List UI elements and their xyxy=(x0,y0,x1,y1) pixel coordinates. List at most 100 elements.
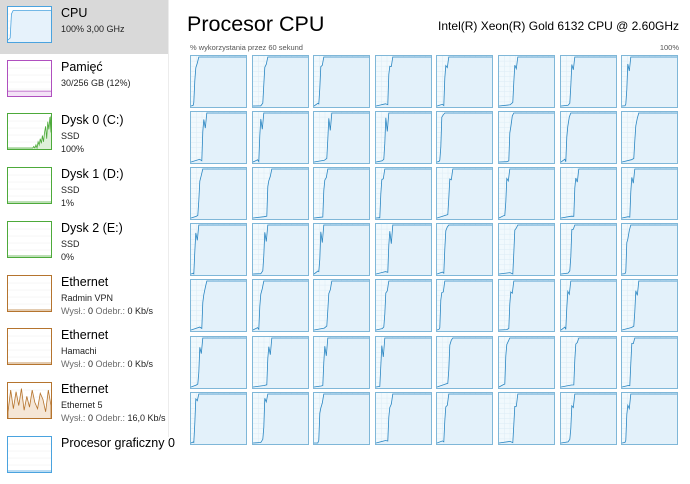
core-graph xyxy=(313,167,371,221)
core-graph xyxy=(621,167,679,221)
core-graph xyxy=(621,111,679,165)
sidebar-item-cpu[interactable]: CPU 100% 3,00 GHz xyxy=(0,0,168,54)
sidebar-item-name: Pamięć xyxy=(61,59,103,74)
sidebar-item-value: 100% xyxy=(61,144,85,155)
core-graph xyxy=(436,55,494,108)
sidebar-item-dysk-0-c[interactable]: Dysk 0 (C:) SSD 100% xyxy=(0,107,168,161)
core-graph xyxy=(251,335,309,389)
sidebar-item-pami[interactable]: Pamięć 30/256 GB (12%) xyxy=(0,54,168,108)
sidebar-item-subtitle: Radmin VPN xyxy=(61,292,114,303)
core-graph xyxy=(559,167,617,221)
core-graph xyxy=(313,335,371,389)
disk-graph-icon xyxy=(7,167,52,205)
core-graph xyxy=(313,111,371,165)
send-label: Wysł.: xyxy=(61,359,86,370)
gpu-graph-icon xyxy=(7,435,52,473)
sidebar-item-value: 0% xyxy=(61,251,75,262)
sidebar-item-name: Ethernet xyxy=(61,274,109,289)
sidebar-item-throughput: Wysł.: 0 Odebr.: 0 Kb/s xyxy=(61,306,153,316)
core-graph xyxy=(374,55,432,108)
core-graph xyxy=(436,111,494,165)
core-graph xyxy=(374,279,432,333)
core-graph xyxy=(498,335,555,389)
cpu-graph-icon xyxy=(7,6,52,43)
core-graph xyxy=(251,55,309,108)
core-graph xyxy=(251,279,309,333)
core-graph xyxy=(559,335,617,389)
sidebar-item-name: Dysk 2 (E:) xyxy=(61,220,123,235)
sidebar-item-subtitle: 30/256 GB (12%) xyxy=(61,77,131,88)
core-graph xyxy=(621,223,679,277)
utilization-max-label: 100% xyxy=(659,43,679,52)
recv-label: Odebr.: xyxy=(95,305,125,316)
sidebar-item-subtitle: Ethernet 5 xyxy=(61,399,103,410)
disk-graph-icon xyxy=(7,113,52,151)
sidebar-item-ethernet[interactable]: Ethernet Ethernet 5 Wysł.: 0 Odebr.: 16,0 … xyxy=(0,376,168,430)
core-graph xyxy=(498,279,555,333)
core-graph xyxy=(190,335,247,389)
sidebar-item-name: Ethernet xyxy=(61,328,109,343)
core-graph xyxy=(621,279,679,333)
sidebar-item-subtitle: 100% 3,00 GHz xyxy=(61,24,125,34)
core-graph xyxy=(498,167,555,221)
sidebar-item-throughput: Wysł.: 0 Odebr.: 0 Kb/s xyxy=(61,359,153,369)
sidebar-item-procesor-graficzny-0[interactable]: Procesor graficzny 0 xyxy=(0,430,175,484)
core-graph xyxy=(190,111,247,165)
sidebar-item-name: Dysk 1 (D:) xyxy=(61,167,124,182)
sidebar-item-ethernet[interactable]: Ethernet Radmin VPN Wysł.: 0 Odebr.: 0 Kb/… xyxy=(0,269,168,323)
sidebar-item-dysk-2-e[interactable]: Dysk 2 (E:) SSD 0% xyxy=(0,215,168,269)
core-graph xyxy=(190,223,247,277)
core-graph xyxy=(374,223,432,277)
core-graph xyxy=(436,335,494,389)
sidebar-item-name: CPU xyxy=(61,6,88,20)
sidebar-item-name: Dysk 0 (C:) xyxy=(61,113,124,128)
core-graph xyxy=(621,335,679,389)
core-graph xyxy=(436,223,494,277)
core-graph xyxy=(374,167,432,221)
sidebar-item-throughput: Wysł.: 0 Odebr.: 16,0 Kb/s xyxy=(61,413,166,423)
sidebar-item-ethernet[interactable]: Ethernet Hamachi Wysł.: 0 Odebr.: 0 Kb/s xyxy=(0,322,168,376)
core-graph xyxy=(190,55,247,108)
send-value: 0 xyxy=(87,412,93,423)
core-graph xyxy=(190,279,247,333)
core-graph xyxy=(251,167,309,221)
recv-label: Odebr.: xyxy=(95,412,125,423)
page-title: Procesor CPU xyxy=(187,12,325,36)
core-graph xyxy=(436,279,494,333)
utilization-caption: % wykorzystania przez 60 sekund xyxy=(190,43,303,52)
core-graph xyxy=(559,55,617,108)
core-graph xyxy=(251,111,309,165)
sidebar-item-dysk-1-d[interactable]: Dysk 1 (D:) SSD 1% xyxy=(0,161,168,215)
core-graph xyxy=(498,55,555,108)
core-graph xyxy=(190,167,247,221)
core-graph xyxy=(251,223,309,277)
sidebar-item-subtitle: SSD xyxy=(61,238,80,249)
core-graph xyxy=(498,111,555,165)
send-label: Wysł.: xyxy=(61,412,86,423)
recv-value: 0 Kb/s xyxy=(127,305,154,316)
sidebar-item-value: 1% xyxy=(61,198,75,209)
recv-value: 0 Kb/s xyxy=(127,359,154,370)
core-graph xyxy=(313,279,371,333)
sidebar: CPU 100% 3,00 GHz Pamięć 30/256 GB (12%) Dys… xyxy=(0,0,175,473)
sidebar-item-name: Procesor graficzny 0 xyxy=(61,435,175,450)
sidebar-item-subtitle: Hamachi xyxy=(61,346,97,357)
send-label: Wysł.: xyxy=(61,305,86,316)
cpu-model: Intel(R) Xeon(R) Gold 6132 CPU @ 2.60GHz xyxy=(438,19,679,33)
core-graph xyxy=(559,111,617,165)
sidebar-item-subtitle: SSD xyxy=(61,131,80,142)
sidebar-item-subtitle: SSD xyxy=(61,185,80,196)
sidebar-divider xyxy=(168,0,169,437)
network-graph-icon xyxy=(7,328,52,366)
memory-graph-icon xyxy=(7,59,52,97)
core-graph xyxy=(559,279,617,333)
core-graph xyxy=(621,55,679,108)
recv-value: 16,0 Kb/s xyxy=(127,412,166,423)
sidebar-item-name: Ethernet xyxy=(61,381,109,396)
network-graph-icon xyxy=(7,274,52,312)
core-graph xyxy=(559,223,617,277)
recv-label: Odebr.: xyxy=(95,359,125,370)
core-graph xyxy=(498,223,555,277)
core-graph xyxy=(313,223,371,277)
disk-graph-icon xyxy=(7,220,52,258)
